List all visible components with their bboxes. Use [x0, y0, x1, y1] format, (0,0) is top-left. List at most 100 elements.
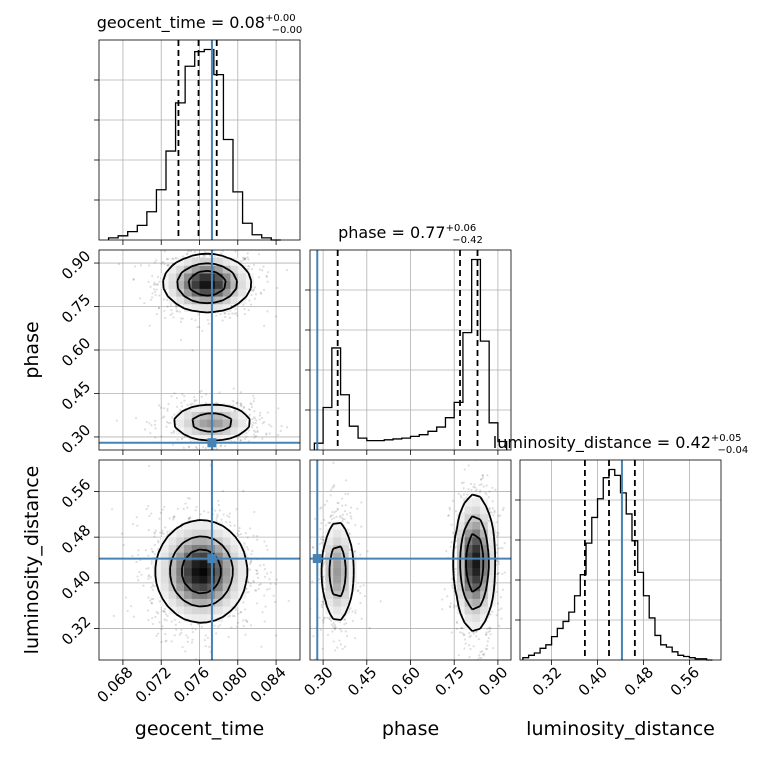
density-cell — [176, 273, 185, 282]
density-cell — [199, 288, 208, 297]
density-cell — [176, 598, 185, 607]
y-tick-label: 0.45 — [58, 377, 94, 413]
density-cell — [222, 536, 231, 546]
truth-marker — [312, 554, 322, 564]
panel-geocent_time-vs-phase — [94, 249, 301, 455]
density-cell — [487, 536, 496, 546]
density-cell — [199, 265, 208, 274]
density-cell — [191, 521, 200, 530]
density-cell — [480, 536, 489, 546]
contour-level-3 — [465, 533, 485, 593]
density-cell — [214, 598, 224, 607]
density-cell — [480, 598, 489, 607]
density-cell — [199, 567, 208, 576]
density-cell — [199, 411, 208, 420]
density-cell — [191, 590, 200, 599]
density-cell — [184, 296, 193, 305]
density-cell — [480, 544, 489, 553]
density-cell — [480, 567, 489, 576]
contour-level-1 — [320, 493, 497, 632]
density-cell — [160, 544, 169, 553]
density-cell — [456, 590, 466, 599]
density-cell — [222, 296, 231, 305]
density-cell — [333, 560, 342, 569]
density-cell — [214, 265, 224, 274]
density-cell — [472, 521, 481, 530]
density-cell — [214, 536, 224, 546]
contour-level-2 — [328, 515, 490, 611]
density-cell — [333, 552, 342, 561]
density-cell — [160, 280, 169, 289]
density-cell — [191, 257, 200, 266]
density-cell — [230, 536, 239, 546]
density-cell — [184, 411, 193, 420]
density-cell — [222, 552, 231, 561]
density-cell — [238, 560, 247, 569]
density-cell — [487, 590, 496, 599]
density-cell — [176, 575, 185, 584]
density-cell — [160, 567, 169, 576]
density-cell — [168, 288, 177, 297]
density-cell — [222, 403, 231, 412]
title-sub: −0.42 — [452, 235, 483, 246]
density-cell — [480, 552, 489, 561]
density-cell — [487, 529, 496, 538]
y-tick-label: 0.30 — [58, 421, 94, 457]
density-cell — [191, 296, 200, 305]
density-cell — [214, 280, 224, 289]
density-cell — [222, 303, 231, 312]
density-cell — [238, 426, 247, 436]
density-cell — [333, 544, 342, 553]
density-cell — [333, 575, 342, 584]
y-axis-label-phase: phase — [21, 321, 43, 378]
density-cell — [191, 560, 200, 569]
density-cell — [472, 606, 481, 615]
density-cell — [199, 296, 208, 305]
density-cell — [214, 411, 224, 420]
hist-panel-geocent_time — [94, 39, 301, 245]
density-cell — [184, 303, 193, 312]
density-cell — [176, 606, 185, 615]
density-cell — [480, 606, 489, 615]
density-cell — [176, 560, 185, 569]
density-cell — [214, 583, 224, 592]
density-cell — [191, 426, 200, 436]
title-sup: +0.06 — [446, 223, 477, 234]
y-tick-label: 0.90 — [58, 247, 94, 283]
density-cell — [238, 419, 247, 428]
density-cell — [238, 280, 247, 289]
density-cell — [168, 598, 177, 607]
density-cell — [168, 590, 177, 599]
density-cell — [176, 419, 185, 428]
density-cell — [325, 536, 334, 546]
contour-level-1 — [162, 252, 253, 442]
density-cell — [199, 544, 208, 553]
density-cell — [333, 567, 342, 576]
density-cell — [456, 583, 466, 592]
x-tick-label: 0.068 — [93, 663, 136, 706]
density-cell — [168, 273, 177, 282]
density-cell — [480, 583, 489, 592]
density-cell — [230, 288, 239, 297]
density-cell — [238, 575, 247, 584]
density-cell — [199, 606, 208, 615]
density-cell — [191, 544, 200, 553]
density-cell — [176, 280, 185, 289]
density-cell — [176, 257, 185, 266]
density-cell — [464, 590, 473, 599]
density-cell — [230, 598, 239, 607]
density-cell — [176, 529, 185, 538]
density-cell — [184, 419, 193, 428]
density-cell — [199, 560, 208, 569]
density-cell — [222, 560, 231, 569]
density-cell — [340, 606, 350, 615]
density-cell — [222, 583, 231, 592]
density-cell — [480, 575, 489, 584]
density-cell — [464, 529, 473, 538]
contour-level-1 — [154, 519, 249, 624]
density-cell — [464, 560, 473, 569]
y-tick-label: 0.48 — [58, 521, 94, 557]
density-cell — [160, 560, 169, 569]
density-cell — [480, 513, 489, 522]
density-cell — [340, 544, 350, 553]
